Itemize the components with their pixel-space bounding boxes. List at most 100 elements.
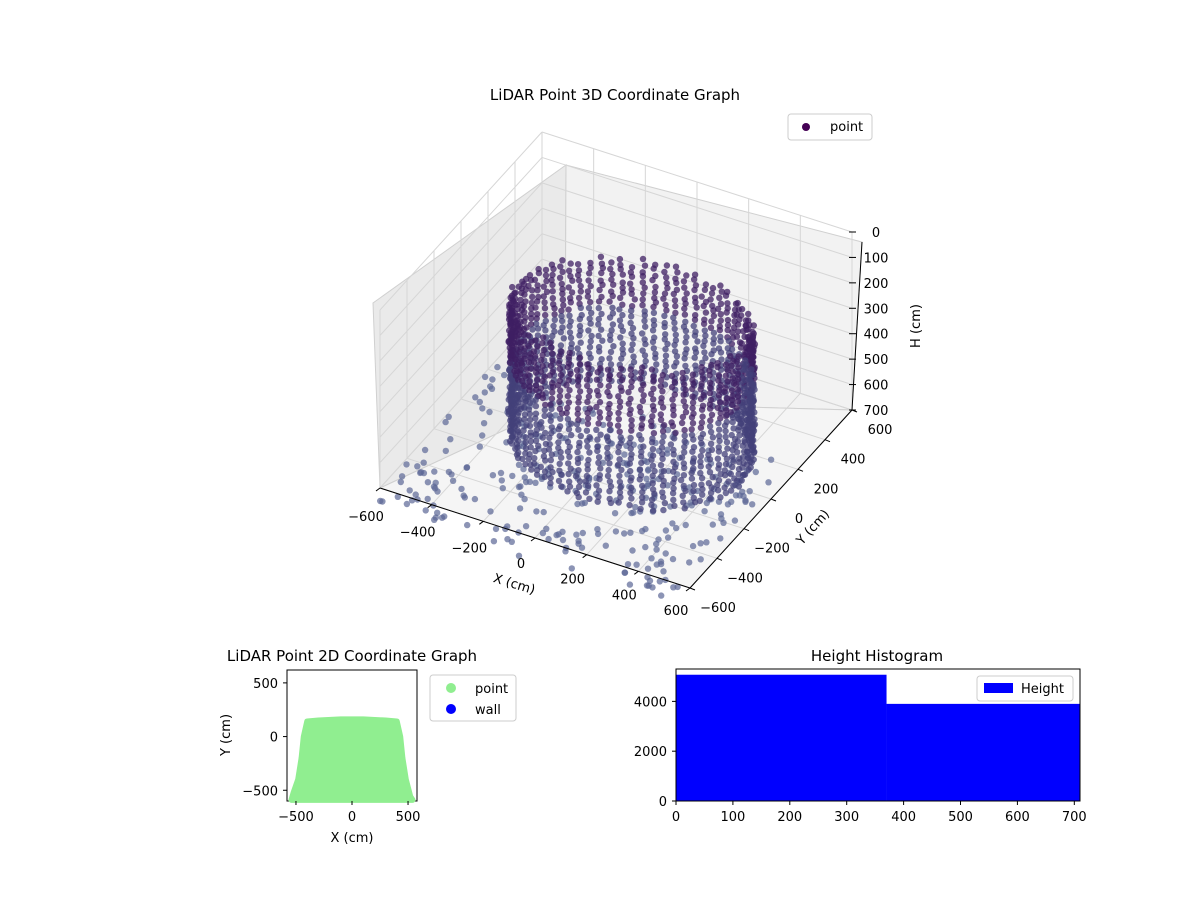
scatter3d-point	[715, 432, 723, 440]
scatter3d-point	[650, 385, 657, 392]
scatter3d-point	[577, 339, 584, 346]
scatter3d-point	[537, 385, 545, 392]
legend-height-swatch	[984, 683, 1013, 693]
scatter3d-point	[682, 487, 689, 495]
scatter3d-point	[605, 383, 612, 390]
scatter3d-point	[746, 439, 754, 446]
scatter3d-point	[583, 427, 591, 434]
scatter3d-point	[748, 366, 755, 373]
legend-box-hist	[976, 675, 1074, 702]
scatter3d-point	[567, 318, 574, 325]
scatter3d-point	[730, 482, 737, 489]
scatter3d-point	[741, 333, 748, 340]
scatter3d-point	[652, 283, 659, 291]
z-tick-label: 0	[872, 226, 880, 241]
scatter3d-point	[628, 290, 635, 297]
scatter3d-point	[517, 296, 524, 304]
scatter3d-point	[604, 444, 611, 451]
scatter3d-point	[690, 487, 697, 495]
scatter3d-point	[574, 261, 582, 268]
scatter3d-point	[516, 431, 523, 438]
scatter3d-point	[616, 478, 624, 486]
scatter3d-point	[597, 253, 605, 260]
histogram-bar	[676, 674, 887, 801]
scatter3d-point	[577, 288, 584, 295]
scatter3d-point	[724, 316, 732, 324]
scatter3d-point	[629, 324, 637, 332]
scatter3d-point	[641, 317, 648, 324]
scatter3d-point	[681, 449, 688, 456]
scatter3d-point	[628, 417, 635, 424]
scatter3d-point	[621, 530, 628, 537]
scatter3d-point	[516, 505, 524, 512]
scatter3d-point	[734, 449, 741, 456]
scatter3d-point	[660, 568, 667, 575]
scatter3d-point	[672, 309, 679, 317]
scatter3d-point	[715, 448, 723, 455]
x-tick-label: 300	[834, 810, 859, 825]
scatter3d-point	[596, 409, 603, 416]
scatter3d-point	[680, 398, 687, 405]
scatter3d-point	[728, 387, 736, 394]
scatter3d-point	[662, 358, 669, 365]
scatter3d-point	[659, 438, 666, 446]
scatter3d-point	[733, 477, 741, 484]
scatter3d-point	[533, 508, 540, 515]
scatter3d-point	[689, 459, 697, 466]
x-tick-mark	[582, 554, 587, 559]
scatter3d-point	[476, 398, 483, 406]
scatter3d-point	[717, 535, 724, 542]
scatter3d-point	[575, 294, 583, 302]
scatter3d-point	[574, 500, 581, 508]
scatter3d-point	[548, 429, 555, 437]
scatter3d-point	[574, 405, 582, 413]
scatter3d-point	[680, 499, 687, 506]
scatter3d-point	[532, 369, 540, 376]
scatter3d-point	[559, 290, 566, 297]
scatter3d-point	[549, 383, 557, 391]
scatter3d-point	[585, 364, 592, 372]
scatter3d-point	[628, 378, 635, 385]
scatter3d-point	[555, 531, 562, 538]
scatter3d-point	[642, 525, 649, 533]
scatter3d-point	[594, 498, 601, 505]
scatter3d-point	[596, 348, 603, 355]
scatter3d-point	[619, 279, 626, 286]
scatter3d-point	[567, 465, 574, 472]
scatter3d-point	[707, 428, 715, 436]
scatter3d-point	[688, 414, 696, 421]
scatter3d-point	[516, 348, 523, 356]
y-tick-mark	[743, 528, 750, 532]
scatter3d-point	[549, 332, 556, 340]
scatter3d-point	[689, 448, 696, 455]
scatter3d-point	[619, 301, 626, 308]
scatter3d-point	[615, 393, 622, 400]
scatter3d-point	[572, 472, 580, 480]
scatter3d-point	[659, 388, 666, 395]
scatter3d-point	[535, 269, 543, 277]
scatter3d-point	[528, 299, 535, 307]
scatter3d-point	[640, 381, 647, 389]
scatter3d-point	[566, 483, 574, 490]
scatter3d-point	[681, 311, 689, 318]
scatter3d-point	[679, 492, 686, 499]
scatter3d-point	[568, 289, 576, 296]
scatter3d-point	[707, 324, 715, 331]
scatter3d-point	[574, 345, 581, 352]
scatter3d-point	[515, 421, 522, 428]
x-tick-label: −400	[400, 526, 436, 541]
scatter3d-point	[533, 315, 540, 322]
scatter3d-point	[479, 405, 486, 412]
x-tick-label: 200	[777, 810, 802, 825]
scatter3d-point	[641, 312, 648, 319]
scatter3d-point	[424, 479, 432, 486]
scatter3d-point	[616, 398, 624, 405]
scatter3d-point	[703, 539, 710, 546]
scatter3d-point	[679, 413, 687, 421]
scatter3d-point	[715, 392, 723, 399]
y-tick-label: 2000	[634, 745, 667, 760]
scatter3d-point	[595, 487, 603, 494]
scatter3d-point	[633, 561, 640, 568]
scatter3d-point	[628, 264, 636, 271]
scatter3d-point	[532, 353, 539, 360]
